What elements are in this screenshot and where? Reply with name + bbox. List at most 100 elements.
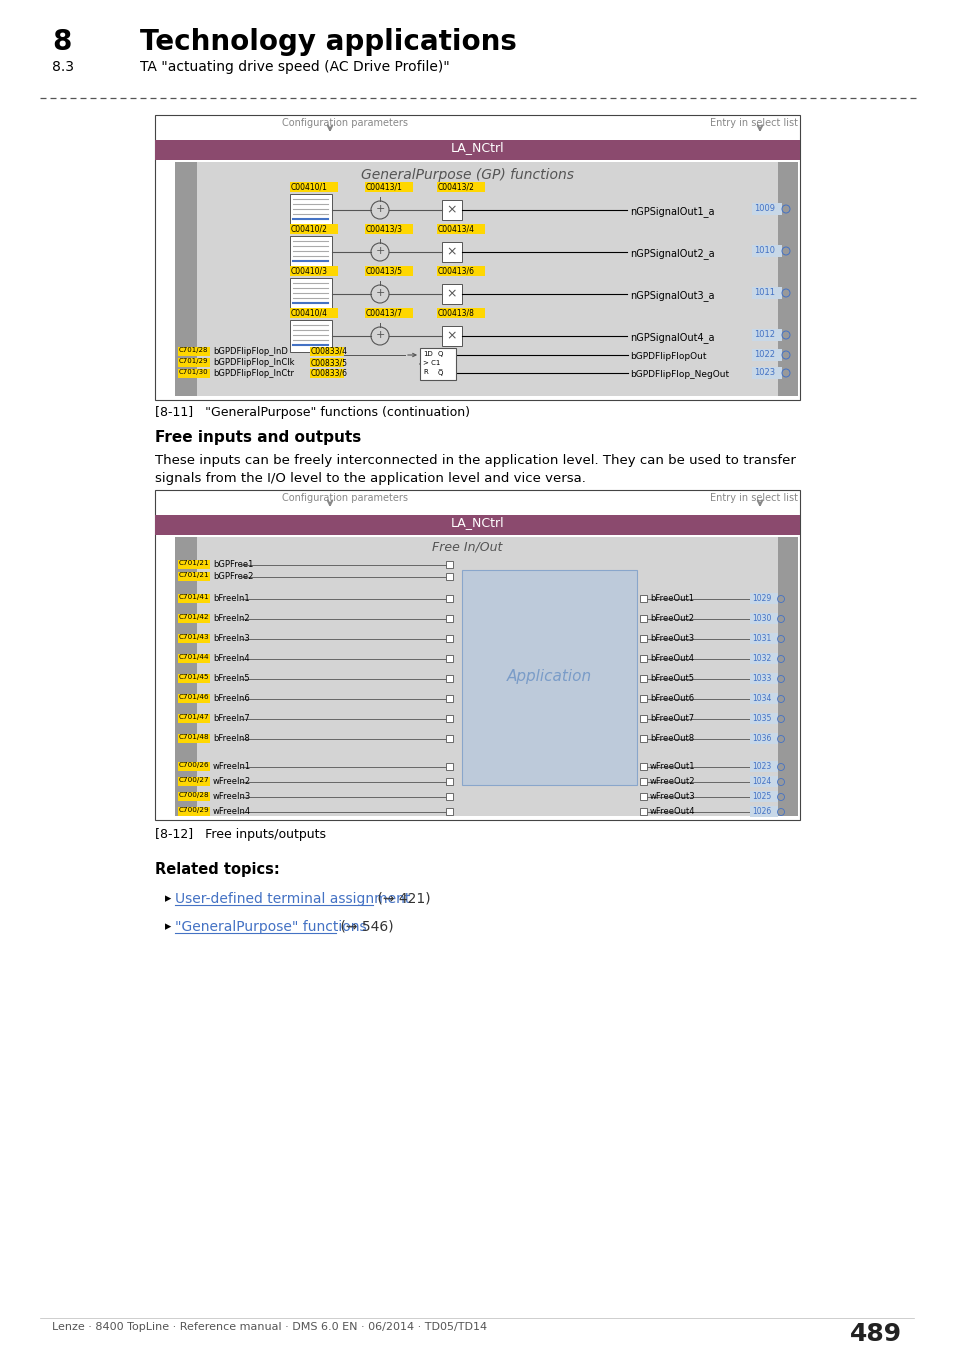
Bar <box>419 348 456 379</box>
Bar <box>441 242 461 262</box>
Text: LA_NCtrl: LA_NCtrl <box>450 140 504 154</box>
Text: nGPSignalOut2_a: nGPSignalOut2_a <box>629 248 714 259</box>
Text: bGPDFlipFlop_InD: bGPDFlipFlop_InD <box>213 347 288 356</box>
Text: Free In/Out: Free In/Out <box>432 540 502 553</box>
Text: C701/21: C701/21 <box>179 572 210 578</box>
Text: wFreeIn3: wFreeIn3 <box>213 792 251 801</box>
Text: bGPDFlipFlop_NegOut: bGPDFlipFlop_NegOut <box>629 370 728 379</box>
Bar <box>639 734 646 743</box>
Bar <box>778 162 797 396</box>
Bar <box>178 778 210 786</box>
Text: bFreeOut7: bFreeOut7 <box>649 714 694 724</box>
Text: bFreeIn5: bFreeIn5 <box>213 674 250 683</box>
Bar <box>446 655 453 662</box>
Text: C00410/3: C00410/3 <box>291 266 328 275</box>
Text: C00410/1: C00410/1 <box>291 182 328 190</box>
Bar <box>290 266 337 275</box>
Bar <box>749 613 778 624</box>
Text: 1D: 1D <box>422 351 433 356</box>
Bar <box>441 200 461 220</box>
Bar <box>178 653 210 663</box>
Text: (⇝ 546): (⇝ 546) <box>335 919 394 934</box>
Text: 1025: 1025 <box>751 792 770 801</box>
Text: 1033: 1033 <box>751 674 771 683</box>
Bar <box>639 809 646 815</box>
Bar <box>639 792 646 801</box>
Bar <box>446 634 453 643</box>
Text: nGPSignalOut4_a: nGPSignalOut4_a <box>629 332 714 343</box>
Text: C00413/8: C00413/8 <box>437 308 475 317</box>
Text: bFreeIn3: bFreeIn3 <box>213 634 250 643</box>
Bar <box>174 537 196 815</box>
Bar <box>441 325 461 346</box>
Text: Configuration parameters: Configuration parameters <box>282 493 408 504</box>
Text: C701/48: C701/48 <box>179 734 210 740</box>
Text: C00833/5: C00833/5 <box>311 358 348 367</box>
Text: C00413/1: C00413/1 <box>366 182 402 190</box>
Text: 1030: 1030 <box>751 614 771 622</box>
Bar <box>436 182 484 192</box>
Text: C00413/2: C00413/2 <box>437 182 475 190</box>
Text: ▸: ▸ <box>165 919 172 933</box>
Text: Free inputs and outputs: Free inputs and outputs <box>154 431 361 446</box>
Text: bFreeOut3: bFreeOut3 <box>649 634 694 643</box>
Text: C701/28: C701/28 <box>179 347 209 352</box>
Bar <box>290 308 337 319</box>
Text: C00413/6: C00413/6 <box>437 266 475 275</box>
Text: [8-12]   Free inputs/outputs: [8-12] Free inputs/outputs <box>154 828 326 841</box>
Bar <box>461 570 637 784</box>
Text: C00413/4: C00413/4 <box>437 224 475 234</box>
Text: C701/47: C701/47 <box>179 714 210 720</box>
Bar <box>178 807 210 815</box>
Bar <box>365 266 413 275</box>
Bar <box>749 806 778 817</box>
Text: 489: 489 <box>849 1322 901 1346</box>
Text: bFreeOut4: bFreeOut4 <box>649 653 693 663</box>
Text: "GeneralPurpose" functions: "GeneralPurpose" functions <box>174 919 366 934</box>
Text: 1011: 1011 <box>753 288 774 297</box>
Text: ×: × <box>446 204 456 216</box>
Bar <box>749 776 778 787</box>
Text: 1023: 1023 <box>751 761 770 771</box>
Text: ×: × <box>446 288 456 301</box>
Bar <box>446 695 453 702</box>
Bar <box>751 288 781 298</box>
Text: signals from the I/O level to the application level and vice versa.: signals from the I/O level to the applic… <box>154 472 585 485</box>
Bar <box>154 115 800 400</box>
Text: bFreeOut1: bFreeOut1 <box>649 594 693 603</box>
Text: bFreeOut2: bFreeOut2 <box>649 614 693 622</box>
Bar <box>178 614 210 622</box>
Text: > C1: > C1 <box>422 360 440 366</box>
Text: ×: × <box>446 246 456 258</box>
Text: ×: × <box>446 329 456 343</box>
Text: R: R <box>422 369 427 375</box>
Text: LA_NCtrl: LA_NCtrl <box>450 516 504 529</box>
Text: C701/45: C701/45 <box>179 674 210 680</box>
Bar <box>310 369 344 378</box>
Bar <box>436 308 484 319</box>
Bar <box>178 572 210 580</box>
Text: Related topics:: Related topics: <box>154 863 279 878</box>
Bar <box>178 674 210 683</box>
Text: C701/44: C701/44 <box>179 653 210 660</box>
Bar <box>290 320 332 352</box>
Text: C00410/2: C00410/2 <box>291 224 328 234</box>
Text: C700/26: C700/26 <box>179 761 210 768</box>
Text: C700/27: C700/27 <box>179 778 210 783</box>
Text: [8-11]   "GeneralPurpose" functions (continuation): [8-11] "GeneralPurpose" functions (conti… <box>154 406 470 418</box>
Text: C700/29: C700/29 <box>179 807 210 813</box>
Bar <box>749 761 778 772</box>
Bar <box>436 266 484 275</box>
Text: 8: 8 <box>52 28 71 55</box>
Text: bFreeIn1: bFreeIn1 <box>213 594 250 603</box>
Bar <box>290 182 337 192</box>
Bar <box>154 514 800 535</box>
Bar <box>174 162 196 396</box>
Text: C701/29: C701/29 <box>179 358 209 364</box>
Bar <box>436 224 484 234</box>
Text: Entry in select list: Entry in select list <box>709 493 797 504</box>
Text: 1036: 1036 <box>751 734 771 743</box>
Bar <box>639 695 646 702</box>
Text: 1035: 1035 <box>751 714 771 724</box>
Text: C00413/3: C00413/3 <box>366 224 402 234</box>
